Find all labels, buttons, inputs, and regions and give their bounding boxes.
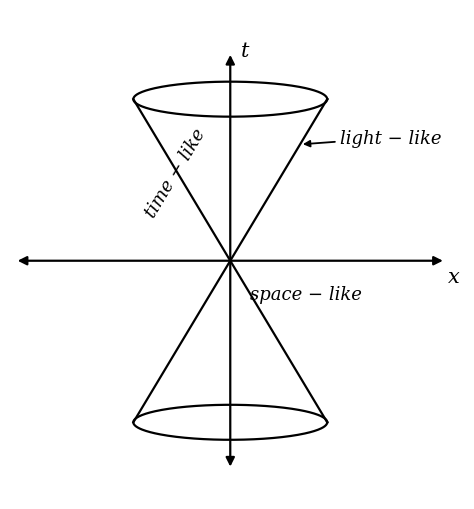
Text: space − like: space − like bbox=[250, 286, 362, 303]
Text: t: t bbox=[241, 42, 249, 61]
Text: time − like: time − like bbox=[143, 125, 210, 220]
Text: x: x bbox=[448, 268, 460, 287]
Text: light − like: light − like bbox=[305, 129, 442, 148]
